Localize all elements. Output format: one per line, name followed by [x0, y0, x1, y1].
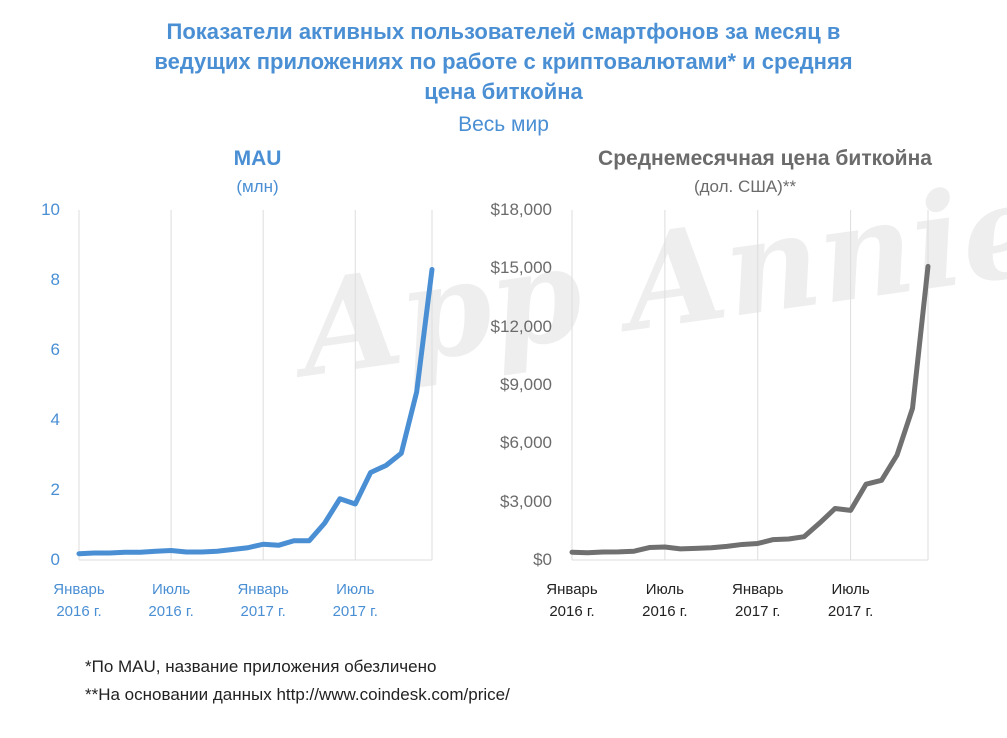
y-tick-label: 0 — [50, 550, 60, 569]
x-tick-label: Январь 2017 г. — [732, 581, 784, 620]
btc-price-chart — [569, 210, 931, 561]
footnote-2: **На основании данных http://www.coindes… — [85, 685, 510, 704]
mau-chart-title: MAU — [233, 147, 282, 170]
y-tick-label: $15,000 — [490, 258, 552, 278]
btc-chart-title: Среднемесячная цена биткойна — [598, 147, 932, 170]
mau-chart — [76, 210, 435, 561]
x-tick-label: Июль 2016 г. — [642, 581, 688, 620]
y-tick-label: 2 — [50, 480, 60, 499]
mau-chart-unit: (млн) — [236, 177, 279, 196]
footnote-1: *По MAU, название приложения обезличено — [85, 657, 437, 676]
chart-subtitle: Весь мир — [458, 113, 549, 136]
y-tick-label: 4 — [50, 410, 60, 429]
x-tick-label: Июль 2017 г. — [332, 581, 378, 620]
x-tick-label: Июль 2017 г. — [827, 581, 874, 620]
x-tick-label: Январь 2017 г. — [237, 581, 289, 620]
x-tick-label: Январь 2016 г. — [546, 581, 598, 620]
y-tick-label: $0 — [533, 550, 552, 569]
y-tick-label: 10 — [41, 200, 60, 219]
y-tick-label: 8 — [50, 270, 60, 289]
x-tick-label: Январь 2016 г. — [53, 581, 105, 620]
chart-title-line3: цена биткойна — [424, 79, 583, 104]
y-tick-label: $3,000 — [500, 491, 552, 511]
series-line-0 — [76, 267, 435, 557]
chart-title-line2: ведущих приложениях по работе с криптова… — [154, 49, 853, 74]
chart-title-line1: Показатели активных пользователей смартф… — [166, 19, 841, 44]
series-line-0 — [569, 263, 931, 556]
y-tick-label: $9,000 — [500, 375, 552, 394]
y-tick-label: $18,000 — [490, 200, 552, 219]
y-tick-label: 6 — [50, 340, 60, 359]
y-tick-label: $12,000 — [490, 316, 552, 336]
btc-chart-unit: (дол. США)** — [693, 177, 797, 196]
x-tick-label: Июль 2016 г. — [148, 581, 194, 620]
y-tick-label: $6,000 — [500, 433, 552, 453]
